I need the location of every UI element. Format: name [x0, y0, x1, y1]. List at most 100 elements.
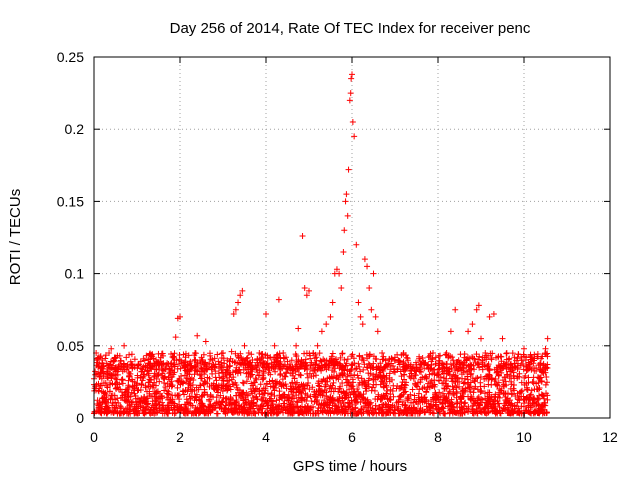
- data-point: [481, 409, 488, 416]
- data-point: [497, 410, 504, 417]
- data-point: [478, 408, 485, 415]
- data-point: [219, 369, 226, 376]
- data-point: [336, 360, 343, 367]
- data-point: [250, 403, 257, 410]
- data-point: [289, 379, 296, 386]
- data-point: [370, 410, 377, 417]
- data-point: [276, 396, 283, 403]
- data-point: [442, 410, 449, 417]
- data-point: [276, 360, 283, 367]
- data-point: [330, 397, 337, 404]
- data-point: [357, 399, 364, 406]
- data-point: [487, 350, 494, 357]
- x-axis-label: GPS time / hours: [293, 458, 407, 475]
- data-point: [530, 380, 537, 387]
- data-point: [214, 351, 221, 358]
- data-point: [461, 387, 468, 394]
- data-point: [408, 399, 415, 406]
- data-point: [107, 388, 114, 395]
- data-point: [221, 360, 228, 367]
- data-point: [525, 366, 532, 373]
- data-point: [176, 376, 183, 383]
- data-point: [538, 407, 545, 414]
- data-point: [213, 394, 220, 401]
- data-point: [111, 357, 118, 364]
- data-point: [134, 365, 141, 372]
- x-tick-label: 10: [516, 429, 532, 445]
- data-point: [429, 350, 436, 357]
- data-point: [198, 354, 205, 361]
- data-point: [96, 405, 103, 412]
- data-point: [544, 379, 551, 386]
- data-point: [94, 359, 101, 366]
- data-point: [197, 358, 204, 365]
- axis-ticks: 0 2 4 6 8 10 12 0 0.05 0.1 0.15 0.2 0.25: [57, 49, 618, 445]
- data-point: [351, 133, 358, 140]
- data-point: [330, 388, 337, 395]
- data-point: [387, 366, 394, 373]
- data-point: [460, 403, 467, 410]
- data-point: [119, 380, 126, 387]
- data-point: [102, 355, 109, 362]
- data-point: [211, 405, 218, 412]
- data-point: [117, 358, 124, 365]
- data-point: [121, 366, 128, 373]
- data-point: [99, 399, 106, 406]
- data-point: [93, 371, 100, 378]
- data-point: [260, 364, 267, 371]
- data-point: [383, 383, 390, 390]
- data-point: [519, 387, 526, 394]
- data-point: [232, 359, 239, 366]
- data-point: [211, 355, 218, 362]
- data-point: [221, 406, 228, 413]
- data-point: [400, 350, 407, 357]
- data-point: [147, 393, 154, 400]
- data-point: [290, 372, 297, 379]
- data-point: [421, 384, 428, 391]
- data-point: [443, 360, 450, 367]
- data-point: [226, 401, 233, 408]
- data-point: [463, 356, 470, 363]
- data-point: [258, 355, 265, 362]
- data-point: [535, 401, 542, 408]
- data-point: [381, 384, 388, 391]
- data-point: [97, 382, 104, 389]
- data-point: [477, 408, 484, 415]
- data-point: [237, 292, 244, 299]
- data-point: [365, 381, 372, 388]
- data-point: [175, 378, 182, 385]
- data-point: [239, 379, 246, 386]
- data-point: [187, 386, 194, 393]
- data-point: [355, 299, 362, 306]
- x-tick-label: 0: [90, 429, 98, 445]
- data-point: [443, 385, 450, 392]
- data-point: [301, 285, 308, 292]
- data-point: [110, 358, 117, 365]
- data-point: [301, 396, 308, 403]
- data-point: [293, 365, 300, 372]
- data-point: [234, 370, 241, 377]
- data-point: [313, 372, 320, 379]
- data-point: [530, 395, 537, 402]
- data-point: [197, 375, 204, 382]
- data-point: [102, 352, 109, 359]
- data-point: [372, 373, 379, 380]
- data-point: [116, 352, 123, 359]
- data-point: [479, 396, 486, 403]
- data-point: [384, 409, 391, 416]
- data-point: [304, 370, 311, 377]
- data-point: [337, 383, 344, 390]
- data-point: [390, 410, 397, 417]
- data-point: [168, 350, 175, 357]
- data-point: [252, 375, 259, 382]
- data-point: [523, 386, 530, 393]
- data-point: [535, 386, 542, 393]
- data-point: [198, 365, 205, 372]
- data-point: [213, 386, 220, 393]
- data-point: [358, 375, 365, 382]
- data-point: [350, 410, 357, 417]
- data-point: [167, 396, 174, 403]
- data-point: [447, 328, 454, 335]
- data-point: [485, 389, 492, 396]
- data-point: [310, 362, 317, 369]
